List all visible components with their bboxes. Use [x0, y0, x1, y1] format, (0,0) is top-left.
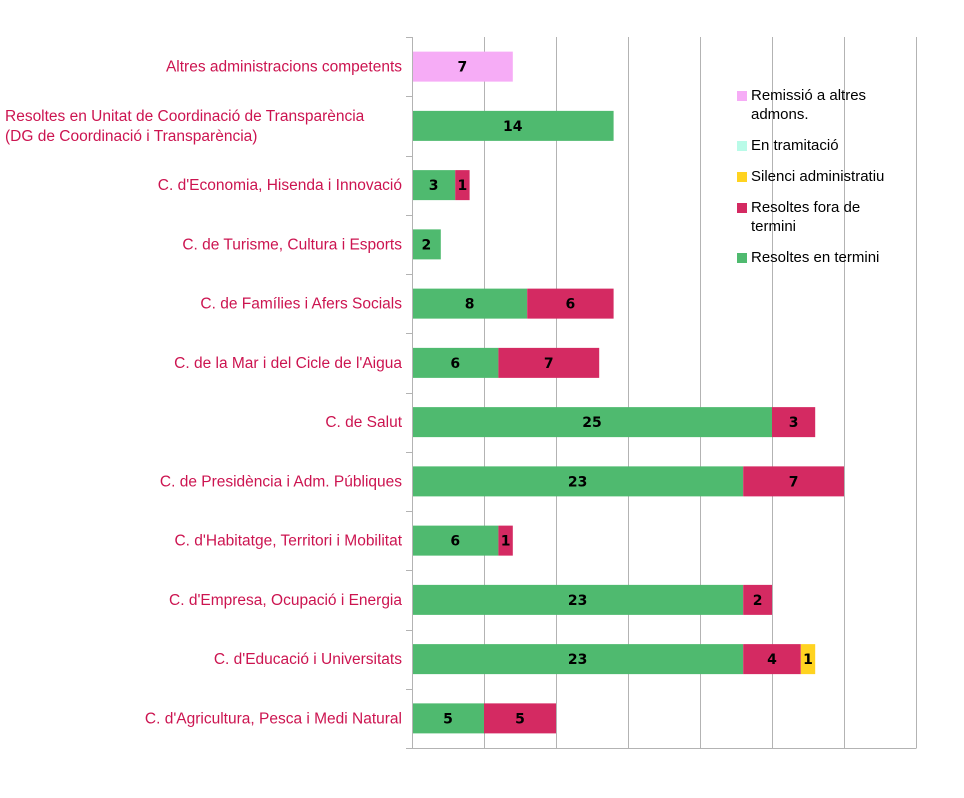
bar-segment: [484, 703, 556, 734]
category-label: C. de Presidència i Adm. Públiques: [160, 473, 402, 490]
data-label: 6: [566, 297, 576, 313]
data-label: 7: [789, 474, 799, 490]
bar-segment: [412, 110, 614, 141]
category-labels: Altres administracions competents Resolte…: [5, 59, 403, 728]
bar-segment: [412, 466, 744, 497]
bar-segment: [800, 644, 816, 675]
category-label: Resoltes en Unitat de Coordinació de Tra…: [5, 108, 365, 125]
bar-segment: [527, 288, 614, 319]
data-label: 8: [465, 297, 475, 313]
legend-swatch: [737, 203, 747, 213]
legend-swatch: [737, 141, 747, 151]
data-label: 23: [568, 593, 587, 609]
data-label: 1: [458, 178, 468, 194]
bar-segment: [412, 407, 772, 438]
data-label: 2: [753, 593, 763, 609]
data-label: 3: [789, 415, 799, 431]
gridlines: [412, 37, 917, 748]
legend-item: Resoltes en termini: [737, 248, 907, 267]
legend-label: Silenci administratiu: [751, 168, 885, 185]
legend-label: Resoltes en termini: [751, 249, 880, 266]
category-label: C. d'Educació i Universitats: [214, 651, 402, 668]
data-label: 4: [767, 652, 777, 668]
legend-item: Silenci administratiu: [737, 167, 907, 186]
category-label: C. d'Empresa, Ocupació i Energia: [169, 592, 402, 609]
data-label: 23: [568, 474, 587, 490]
bar-segment: [412, 584, 744, 615]
category-label: C. de Turisme, Cultura i Esports: [182, 236, 402, 253]
bar-segment: [412, 644, 744, 675]
y-axis: [406, 37, 917, 749]
legend-swatch: [737, 172, 747, 182]
data-label: 3: [429, 178, 439, 194]
bar-segment: [498, 347, 600, 378]
category-label: C. d'Economia, Hisenda i Innovació: [158, 177, 402, 194]
category-label: C. de la Mar i del Cicle de l'Aigua: [174, 355, 402, 372]
data-label: 5: [443, 711, 453, 727]
bar-segment: [412, 170, 456, 201]
bar-segment: [412, 703, 484, 734]
category-label: C. de Salut: [325, 414, 402, 431]
category-label: Altres administracions competents: [166, 59, 402, 76]
legend-item: En tramitació: [737, 136, 907, 155]
bar-segment: [498, 525, 513, 556]
legend-item: Resoltes fora de termini: [737, 198, 907, 236]
legend: Remissió a altres admons. En tramitació Si…: [737, 86, 907, 267]
data-label: 25: [582, 415, 601, 431]
legend-label: En tramitació: [751, 137, 839, 154]
data-label: 6: [450, 534, 460, 550]
legend-label: Remissió a altres admons.: [751, 87, 867, 123]
category-label: C. d'Agricultura, Pesca i Medi Natural: [145, 710, 402, 727]
data-label: 1: [803, 652, 813, 668]
legend-item: Remissió a altres admons.: [737, 86, 907, 124]
data-label: 1: [501, 534, 511, 550]
bar-segment: [412, 347, 499, 378]
bar-segment: [412, 525, 499, 556]
category-label: C. d'Habitatge, Territori i Mobilitat: [174, 533, 402, 550]
data-label: 7: [544, 356, 554, 372]
data-label: 7: [458, 60, 468, 76]
bar-segment: [743, 644, 801, 675]
bar-segment: [743, 466, 844, 497]
data-label: 23: [568, 652, 587, 668]
legend-swatch: [737, 91, 747, 101]
bars: [412, 51, 844, 734]
bar-segment: [412, 229, 441, 260]
data-label: 14: [503, 119, 523, 135]
bar-segment: [412, 51, 513, 82]
data-label: 6: [450, 356, 460, 372]
data-labels: 7 14 3 1 2 8 6 6 7 25 3 23 7 6 1 23 2 23 4 1 5 5: [422, 60, 813, 728]
data-label: 2: [422, 237, 432, 253]
bar-segment: [455, 170, 470, 201]
bar-segment: [412, 288, 528, 319]
category-label: C. de Famílies i Afers Socials: [200, 296, 402, 313]
legend-swatch: [737, 253, 747, 263]
category-label: (DG de Coordinació i Transparència): [5, 128, 257, 145]
bar-segment: [772, 407, 816, 438]
bar-segment: [743, 584, 772, 615]
legend-label: Resoltes fora de termini: [751, 199, 861, 235]
data-label: 5: [515, 711, 525, 727]
